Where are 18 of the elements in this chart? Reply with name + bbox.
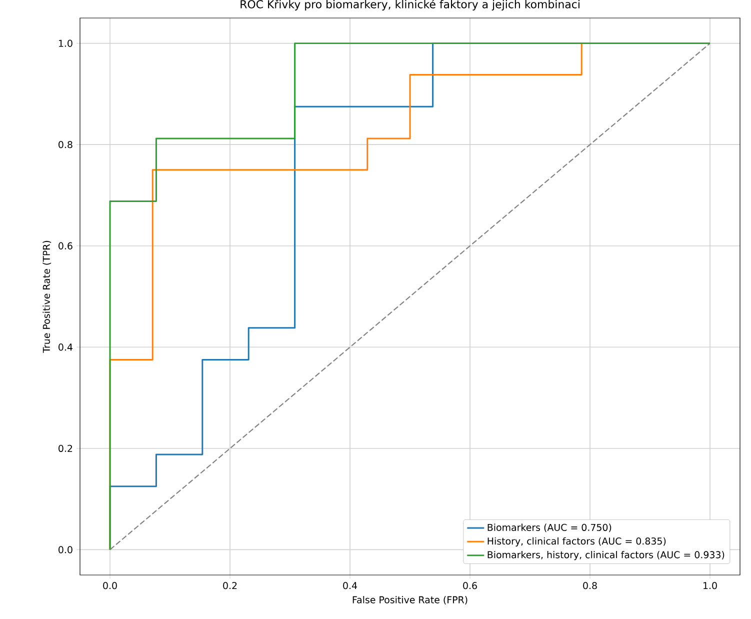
y-axis-title: True Positive Rate (TPR) xyxy=(42,240,52,353)
x-tick-label: 0.4 xyxy=(343,582,358,590)
x-tick-label: 0.6 xyxy=(463,582,477,590)
y-tick-label: 0.0 xyxy=(58,546,72,554)
x-tick-label: 0.0 xyxy=(103,582,117,590)
y-tick-label: 1.0 xyxy=(58,40,72,47)
legend-label: Biomarkers, history, clinical factors (AUC = 0.933) xyxy=(488,550,724,560)
x-tick-label: 0.2 xyxy=(223,582,237,590)
x-tick-label: 1.0 xyxy=(704,582,717,590)
legend-label: Biomarkers (AUC = 0.750) xyxy=(488,524,612,532)
y-tick-label: 0.8 xyxy=(58,141,72,148)
legend-label: History, clinical factors (AUC = 0.835) xyxy=(488,537,666,546)
y-tick-label: 0.6 xyxy=(58,242,72,250)
x-axis-title: False Positive Rate (FPR) xyxy=(352,596,468,604)
line-series xyxy=(109,42,711,550)
x-tick-label: 0.8 xyxy=(583,582,597,590)
y-tick-label: 0.4 xyxy=(58,344,72,351)
y-tick-label: 0.2 xyxy=(58,444,72,452)
